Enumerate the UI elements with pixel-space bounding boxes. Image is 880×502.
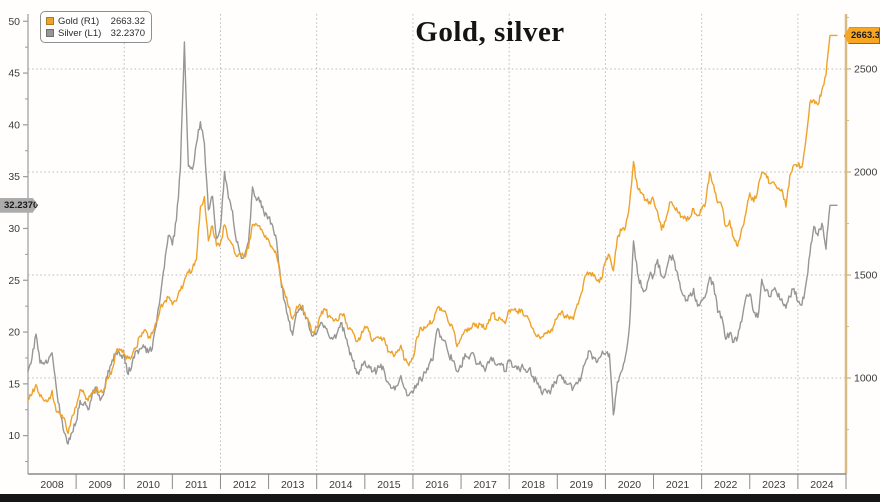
silver-swatch-icon <box>46 29 54 37</box>
svg-text:45: 45 <box>8 68 20 80</box>
gold-series-line <box>27 34 838 435</box>
svg-text:2024: 2024 <box>810 479 834 491</box>
silver-series-line <box>27 41 838 445</box>
svg-text:2015: 2015 <box>377 479 401 491</box>
svg-text:10: 10 <box>8 430 20 442</box>
bottom-bar <box>0 494 880 502</box>
svg-text:40: 40 <box>8 119 20 131</box>
right-axis-ticks: 1000 1500 2000 2500 <box>846 17 878 431</box>
svg-text:2010: 2010 <box>137 479 161 491</box>
gold-swatch-icon <box>46 17 54 25</box>
svg-text:2500: 2500 <box>854 64 878 76</box>
svg-text:2012: 2012 <box>233 479 257 491</box>
svg-text:25: 25 <box>8 275 20 287</box>
legend-row-silver: Silver (L1) 32.2370 <box>46 27 145 39</box>
svg-text:2014: 2014 <box>329 479 353 491</box>
axes <box>27 14 848 475</box>
svg-text:15: 15 <box>8 378 20 390</box>
legend-gold-value: 2663.32 <box>110 15 145 27</box>
svg-text:20: 20 <box>8 327 20 339</box>
svg-text:2018: 2018 <box>522 479 546 491</box>
legend-silver-value: 32.2370 <box>110 27 145 39</box>
svg-text:1000: 1000 <box>854 373 878 385</box>
svg-text:35: 35 <box>8 171 20 183</box>
svg-text:2013: 2013 <box>281 479 305 491</box>
svg-text:2000: 2000 <box>854 167 878 179</box>
svg-text:2020: 2020 <box>618 479 642 491</box>
svg-text:2016: 2016 <box>425 479 449 491</box>
legend-silver-label: Silver (L1) <box>58 27 102 39</box>
x-axis-years: 2008 2009 2010 2011 2012 2013 2014 2015 2016 2017… <box>40 474 847 491</box>
svg-text:2008: 2008 <box>40 479 64 491</box>
gridlines <box>28 14 846 474</box>
legend-gold-label: Gold (R1) <box>58 15 100 27</box>
legend-row-gold: Gold (R1) 2663.32 <box>46 15 145 27</box>
svg-text:2021: 2021 <box>666 479 690 491</box>
silver-last-price-badge: 32.2370 <box>0 197 38 213</box>
chart-title: Gold, silver <box>415 16 565 48</box>
svg-text:2023: 2023 <box>762 479 786 491</box>
svg-text:50: 50 <box>8 16 20 28</box>
svg-text:2017: 2017 <box>473 479 497 491</box>
gold-last-price-badge: 2663.32 <box>844 27 880 45</box>
svg-text:30: 30 <box>8 223 20 235</box>
left-axis-ticks: 10 15 20 25 30 35 40 45 50 <box>8 16 28 463</box>
svg-text:2011: 2011 <box>185 479 208 491</box>
svg-text:2022: 2022 <box>714 479 738 491</box>
svg-text:2009: 2009 <box>88 479 112 491</box>
svg-text:2019: 2019 <box>570 479 594 491</box>
legend-box: Gold (R1) 2663.32 Silver (L1) 32.2370 <box>40 11 152 43</box>
svg-text:1500: 1500 <box>854 270 878 282</box>
